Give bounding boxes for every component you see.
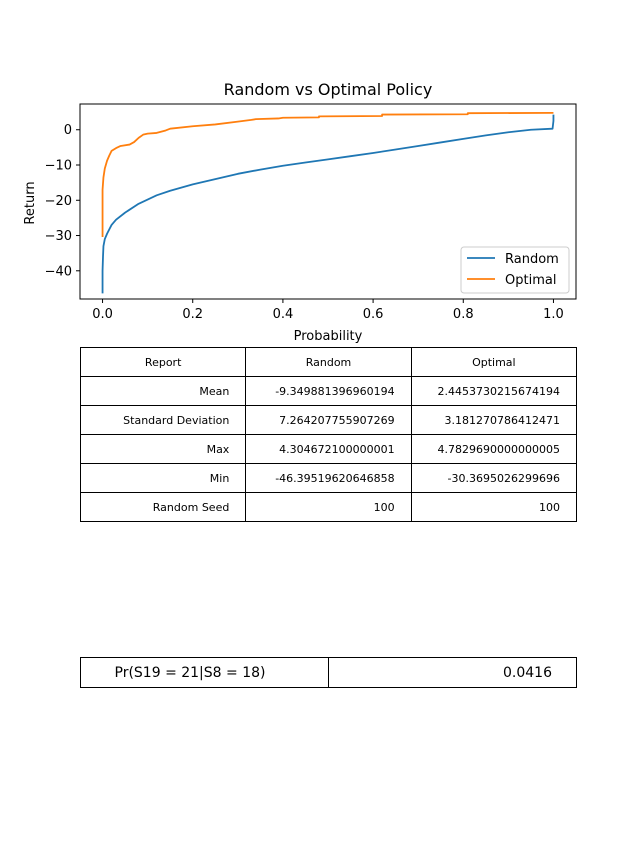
optimal-value: 4.7829690000000005 (410, 434, 578, 464)
x-axis-label: Probability (294, 329, 363, 344)
x-axis-ticks: 0.0 0.2 0.4 0.6 0.8 1.0 (92, 299, 564, 322)
legend-label-random: Random (505, 252, 559, 267)
legend-label-optimal: Optimal (505, 273, 556, 288)
table-row: Max 4.304672100000001 4.7829690000000005 (79, 434, 578, 464)
y-tick-label: −10 (45, 159, 72, 174)
y-axis-ticks: 0 −10 −20 −30 −40 (45, 123, 80, 279)
x-tick-label: 0.4 (273, 307, 294, 322)
row-label: Standard Deviation (79, 405, 247, 435)
table-row: Pr(S19 = 21|S8 = 18) 0.0416 (80, 657, 577, 688)
series-line-optimal (101, 111, 554, 237)
optimal-value: 2.4453730215674194 (410, 376, 578, 406)
row-label: Mean (79, 376, 247, 406)
x-tick-label: 0.6 (363, 307, 384, 322)
optimal-value: -30.3695026299696 (410, 463, 578, 493)
optimal-value: 3.181270786412471 (410, 405, 578, 435)
row-label: Random Seed (79, 492, 247, 522)
row-label: Max (79, 434, 247, 464)
table-row: Mean -9.349881396960194 2.44537302156741… (79, 376, 578, 406)
probability-value: 0.0416 (328, 657, 577, 688)
row-label: Min (79, 463, 247, 493)
y-tick-label: −20 (45, 194, 72, 209)
table-header-row: Report Random Optimal (79, 347, 578, 377)
random-value: -9.349881396960194 (245, 376, 412, 406)
header-cell: Report (79, 347, 247, 377)
line-chart: Random vs Optimal Policy 0.0 0.2 0.4 0.6 0.8… (23, 80, 577, 344)
header-cell: Optimal (410, 347, 578, 377)
x-tick-label: 0.0 (92, 307, 113, 322)
header-cell: Random (245, 347, 412, 377)
series-lines (101, 111, 555, 294)
probability-label: Pr(S19 = 21|S8 = 18) (80, 657, 329, 688)
random-value: -46.39519620646858 (245, 463, 412, 493)
y-tick-label: −30 (45, 229, 72, 244)
legend: Random Optimal (460, 246, 570, 294)
series-line-random (101, 114, 555, 294)
y-axis-label: Return (23, 181, 38, 224)
x-tick-label: 0.2 (182, 307, 203, 322)
chart-title: Random vs Optimal Policy (224, 80, 433, 99)
y-tick-label: −40 (45, 264, 72, 279)
x-tick-label: 0.8 (453, 307, 474, 322)
table-row: Random Seed 100 100 (79, 492, 578, 522)
table-row: Min -46.39519620646858 -30.3695026299696 (79, 463, 578, 493)
probability-table: Pr(S19 = 21|S8 = 18) 0.0416 (80, 657, 577, 688)
random-value: 4.304672100000001 (245, 434, 412, 464)
statistics-table: Report Random Optimal Mean -9.3498813969… (79, 347, 578, 522)
random-value: 7.264207755907269 (245, 405, 412, 435)
x-tick-label: 1.0 (543, 307, 564, 322)
plot-area-frame (79, 103, 577, 300)
table-row: Standard Deviation 7.264207755907269 3.1… (79, 405, 578, 435)
y-tick-label: 0 (64, 123, 72, 138)
optimal-value: 100 (410, 492, 578, 522)
random-value: 100 (245, 492, 412, 522)
